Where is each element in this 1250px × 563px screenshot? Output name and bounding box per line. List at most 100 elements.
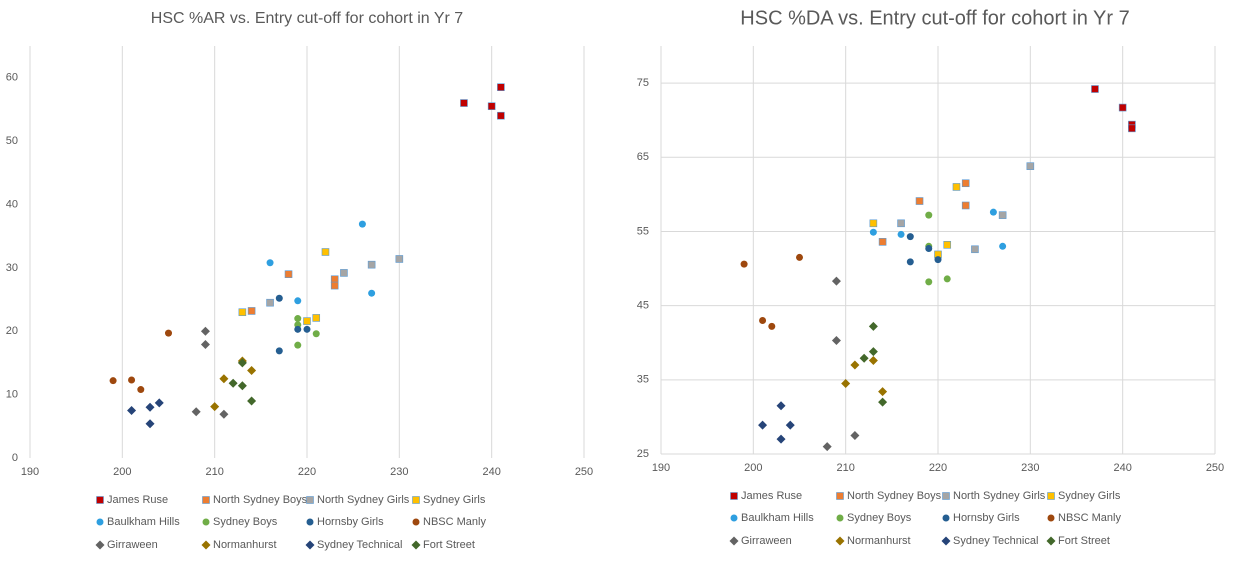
point <box>785 420 795 430</box>
point <box>210 402 220 412</box>
legend-marker <box>306 518 314 526</box>
legend-label: North Sydney Boys <box>847 490 942 502</box>
point <box>191 407 201 417</box>
legend-marker <box>730 514 738 522</box>
legend-label: Sydney Boys <box>847 512 912 524</box>
legend-label: Fort Street <box>423 539 475 551</box>
x-tick-label: 220 <box>298 466 316 478</box>
point <box>294 341 302 349</box>
legend-label: North Sydney Girls <box>953 490 1046 502</box>
point <box>758 420 768 430</box>
point <box>497 111 505 120</box>
x-tick-label: 230 <box>1021 462 1039 474</box>
y-tick-label: 40 <box>6 198 18 210</box>
point <box>219 374 229 384</box>
point <box>266 259 274 267</box>
y-tick-label: 20 <box>6 325 18 337</box>
point <box>859 353 869 363</box>
point <box>850 360 860 370</box>
point <box>127 405 137 415</box>
point <box>228 378 238 388</box>
legend-label: James Ruse <box>107 494 168 506</box>
point <box>971 245 979 254</box>
point <box>145 419 155 429</box>
point <box>294 325 302 333</box>
point <box>237 358 247 368</box>
legend-marker <box>1046 536 1056 546</box>
point <box>284 270 293 278</box>
point <box>238 308 247 317</box>
point <box>321 248 330 256</box>
point <box>358 220 366 228</box>
point <box>340 269 348 277</box>
legend-marker <box>95 540 105 550</box>
point <box>303 317 311 325</box>
point <box>1091 85 1099 93</box>
y-tick-label: 55 <box>637 225 649 237</box>
legend-marker <box>729 536 739 546</box>
legend-label: Baulkham Hills <box>741 512 814 524</box>
point <box>128 376 136 384</box>
chart-title: HSC %DA vs. Entry cut-off for cohort in … <box>740 7 1129 29</box>
legend-marker <box>836 492 844 500</box>
legend-label: Sydney Girls <box>423 494 486 506</box>
y-tick-label: 65 <box>637 151 649 163</box>
point <box>868 321 878 331</box>
legend-label: Girraween <box>741 535 792 547</box>
y-tick-label: 50 <box>6 135 18 147</box>
x-tick-label: 200 <box>744 462 762 474</box>
legend-label: Sydney Technical <box>953 535 1038 547</box>
legend-label: Sydney Girls <box>1058 490 1121 502</box>
x-tick-label: 190 <box>652 462 670 474</box>
point <box>200 326 210 336</box>
legend-label: Girraween <box>107 539 158 551</box>
point <box>247 396 257 406</box>
point <box>312 314 321 322</box>
chart-title: HSC %AR vs. Entry cut-off for cohort in … <box>151 10 464 27</box>
point <box>137 386 145 394</box>
point <box>294 315 302 323</box>
legend-marker <box>941 536 951 546</box>
point <box>330 275 339 284</box>
point <box>869 219 878 228</box>
point <box>925 245 933 253</box>
y-tick-label: 25 <box>637 448 649 460</box>
legend-marker <box>412 496 420 504</box>
legend-label: Sydney Boys <box>213 516 278 528</box>
x-tick-label: 210 <box>205 466 223 478</box>
point <box>850 430 860 440</box>
point <box>897 219 905 228</box>
legend-marker <box>201 540 211 550</box>
point <box>1118 103 1127 112</box>
point <box>961 179 970 188</box>
legend-label: NBSC Manly <box>423 516 486 528</box>
point <box>961 201 970 210</box>
point <box>841 379 851 389</box>
legend-marker <box>96 496 104 504</box>
point <box>275 294 283 302</box>
point <box>1026 162 1035 170</box>
y-tick-label: 30 <box>6 262 18 274</box>
x-tick-label: 190 <box>21 466 39 478</box>
point <box>952 183 961 191</box>
point <box>1128 124 1136 133</box>
point <box>943 241 952 249</box>
point <box>906 258 914 266</box>
point <box>275 347 283 355</box>
point <box>878 387 888 397</box>
legend-label: North Sydney Girls <box>317 494 410 506</box>
point <box>943 275 951 283</box>
x-tick-label: 250 <box>1206 462 1224 474</box>
point <box>312 330 320 338</box>
point <box>868 347 878 357</box>
legend-label: Baulkham Hills <box>107 516 180 528</box>
legend-label: North Sydney Boys <box>213 494 308 506</box>
legend-marker <box>836 514 844 522</box>
point <box>247 307 256 315</box>
y-tick-label: 10 <box>6 389 18 401</box>
point <box>925 211 933 219</box>
point <box>878 397 888 407</box>
point <box>831 276 841 286</box>
point <box>247 366 257 376</box>
